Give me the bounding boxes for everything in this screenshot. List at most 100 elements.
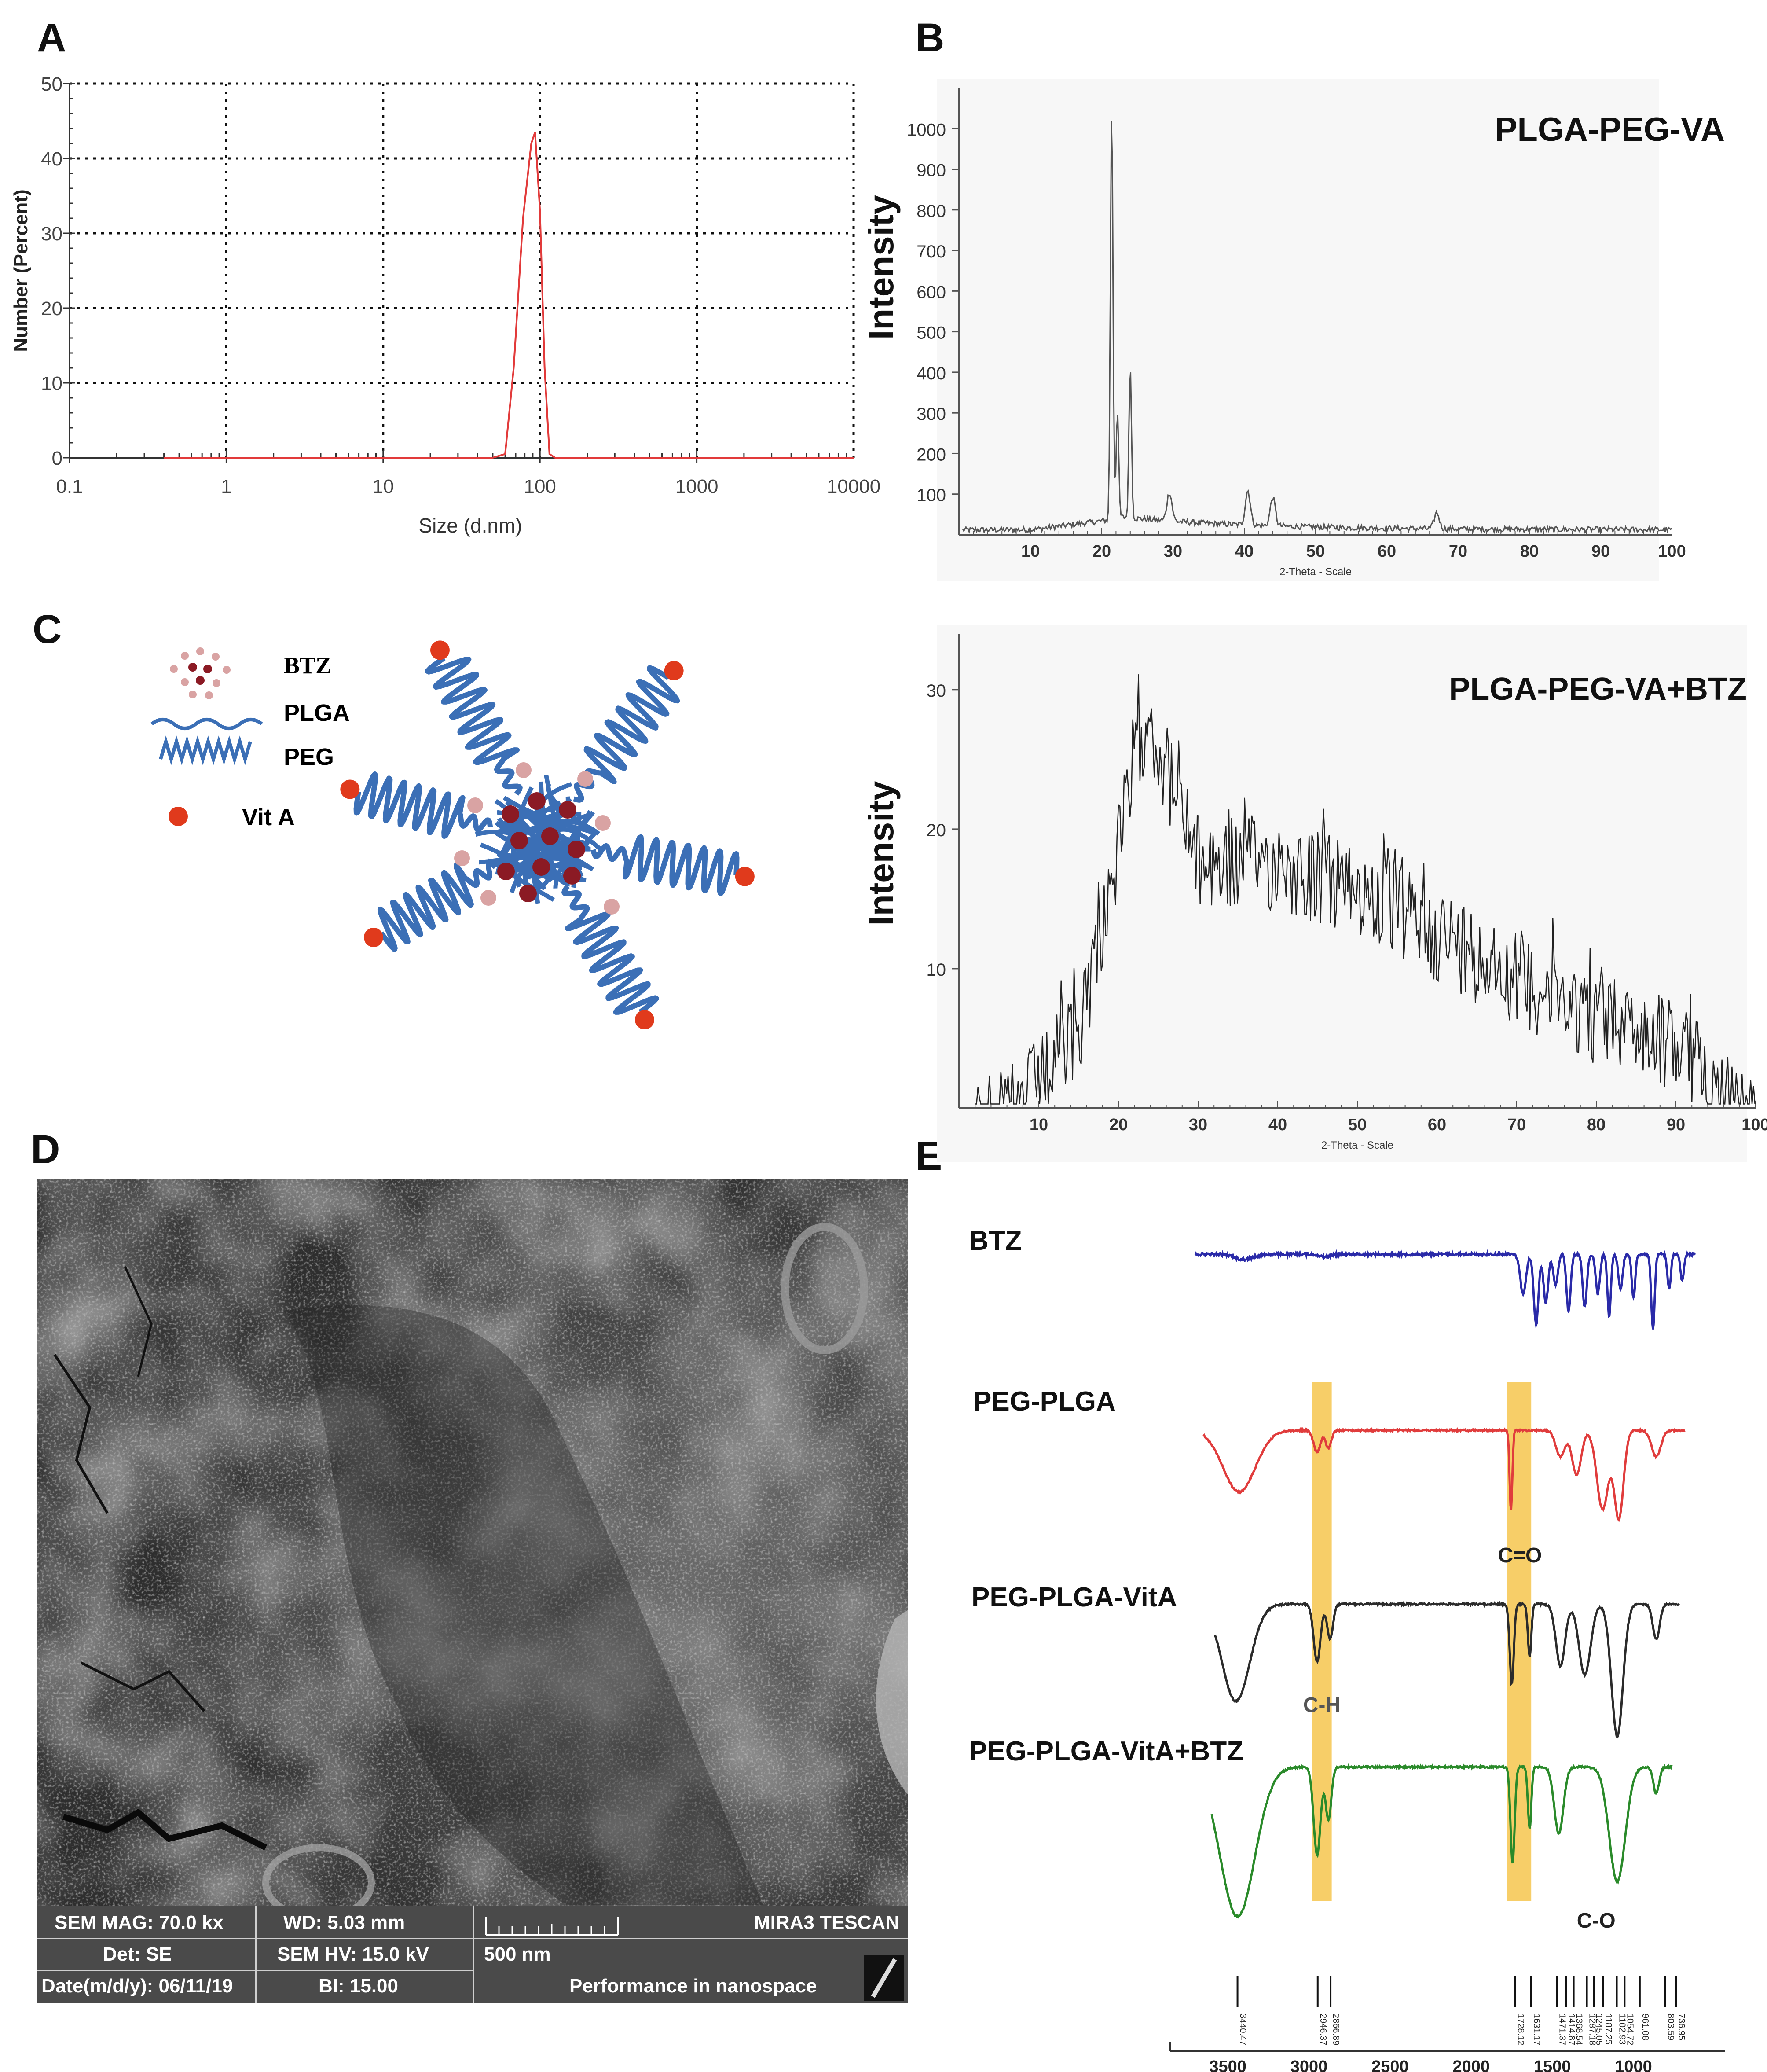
x-tick-label: 50 — [1306, 542, 1325, 561]
y-tick-label: 20 — [927, 821, 946, 840]
x-tick-label: 3500 — [1209, 2057, 1246, 2072]
sem-brand: MIRA3 TESCAN — [754, 1912, 900, 1933]
sem-mag: SEM MAG: 70.0 kx — [55, 1912, 224, 1933]
peg-plga-vita-spectrum — [1213, 1601, 1680, 1739]
peg-chain — [561, 885, 659, 1015]
x-tick-label: 10 — [372, 476, 394, 497]
peg-chain — [590, 834, 740, 896]
btz-particle — [497, 863, 515, 880]
x-tick-label: 100 — [1741, 1116, 1767, 1134]
y-tick-label: 10 — [927, 960, 946, 980]
vit-a-dot — [340, 779, 360, 799]
band-label: 1728.12 — [1516, 2013, 1525, 2045]
band-label: 1287.18 — [1587, 2013, 1597, 2045]
x-tick-label: 30 — [1189, 1116, 1207, 1134]
btz-particle — [532, 858, 550, 876]
sem-date: Date(m/d/y): 06/11/19 — [41, 1975, 233, 1997]
y-tick-label: 40 — [41, 148, 62, 170]
series-label: BTZ — [969, 1226, 1022, 1256]
x-tick-label: 3000 — [1290, 2057, 1328, 2072]
y-tick-label: 500 — [916, 323, 946, 343]
vit-a-dot — [635, 1010, 654, 1030]
y-tick-label: 1000 — [907, 120, 946, 140]
x-tick-label: 10000 — [827, 476, 880, 497]
xrd-top-paper — [937, 79, 1659, 581]
btz-particle — [502, 805, 519, 823]
x-tick-label: 60 — [1428, 1116, 1446, 1134]
y-tick-label: 700 — [916, 242, 946, 261]
panel-label-c: C — [33, 607, 62, 652]
x-tick-label: 90 — [1667, 1116, 1685, 1134]
x-tick-label: 40 — [1235, 542, 1254, 561]
series-line — [164, 132, 854, 459]
legend-vita-symbol — [169, 807, 188, 826]
x-tick-label: 60 — [1378, 542, 1396, 561]
vit-a-dot — [664, 661, 684, 680]
legend-btz-label: BTZ — [284, 652, 331, 679]
btz-particle — [604, 899, 620, 915]
nanoparticle-schematic: BTZ PLGA PEG Vit A — [150, 640, 755, 1030]
band-label: 1102.93 — [1617, 2013, 1627, 2045]
btz-particle — [454, 850, 470, 866]
btz-particle — [480, 890, 496, 906]
x-tick-label: 1500 — [1534, 2057, 1571, 2072]
y-axis-title: Intensity — [862, 195, 901, 340]
peg-chain — [425, 656, 523, 796]
legend-vita-label: Vit A — [242, 804, 295, 830]
y-tick-label: 900 — [916, 161, 946, 180]
legend-peg-symbol — [159, 735, 252, 765]
btz-particle — [467, 797, 483, 813]
band-label: 1187.25 — [1603, 2013, 1613, 2045]
sem-image — [37, 1179, 908, 1906]
x-tick-label: 100 — [1658, 542, 1686, 561]
vit-a-dot — [430, 640, 450, 660]
x-tick-label: 20 — [1092, 542, 1111, 561]
btz-particle — [519, 885, 537, 902]
band-label: 1245.05 — [1594, 2013, 1604, 2045]
chart-b-top: 100 200 300 400 500 600 700 800 900 1000 10 20 30 40 5… — [862, 79, 1725, 581]
tescan-logo — [864, 1955, 904, 2001]
x-tick-label: 30 — [1164, 542, 1182, 561]
x-tick-label: 1000 — [675, 476, 719, 497]
series-label: PEG-PLGA-VitA — [971, 1582, 1177, 1613]
x-tick-label: 10 — [1021, 542, 1040, 561]
legend-peg-label: PEG — [284, 744, 334, 770]
x-tick-label: 10 — [1030, 1116, 1048, 1134]
btz-particle — [595, 815, 611, 831]
nanoparticle — [340, 640, 755, 1030]
x-tick-label: 20 — [1109, 1116, 1128, 1134]
band-label: 2946.37 — [1318, 2013, 1328, 2045]
band-label: 803.59 — [1666, 2013, 1675, 2040]
sem-det: Det: SE — [103, 1943, 172, 1965]
x-tick-label: 1000 — [1615, 2057, 1652, 2072]
y-tick-label: 30 — [927, 681, 946, 701]
band-label: 3440.47 — [1238, 2013, 1248, 2045]
btz-spectrum — [1194, 1249, 1696, 1330]
y-tick-label: 0 — [52, 448, 62, 469]
xrd-pattern — [962, 121, 1672, 535]
x-tick-label: 2000 — [1452, 2057, 1490, 2072]
chart-title: PLGA-PEG-VA — [1495, 111, 1725, 148]
vit-a-dot — [735, 867, 755, 886]
highlight-band — [1312, 1382, 1332, 1901]
peg-chain — [377, 860, 497, 952]
sem-slogan: Performance in nanospace — [569, 1975, 817, 1997]
y-tick-label: 400 — [916, 364, 946, 383]
y-tick-label: 300 — [916, 404, 946, 424]
btz-particle — [510, 832, 528, 849]
band-label: 2866.89 — [1331, 2013, 1341, 2045]
legend-plga-symbol — [150, 718, 263, 730]
btz-particle — [563, 867, 581, 885]
legend-btz-symbol — [170, 647, 231, 699]
annotation-label: C=O — [1498, 1544, 1542, 1567]
y-tick-label: 800 — [916, 202, 946, 221]
x-tick-label: 80 — [1520, 542, 1539, 561]
xrd-pattern — [975, 674, 1756, 1105]
series-label: PEG-PLGA — [973, 1386, 1116, 1417]
sem-scale-bar — [485, 1917, 619, 1936]
chart-e: BTZ PEG-PLGA PEG-PLGA-VitA PEG-PLGA-VitA+BT… — [969, 1226, 1725, 2072]
legend-plga-label: PLGA — [284, 700, 350, 726]
band-label: 1414.87 — [1567, 2013, 1576, 2045]
btz-particle — [568, 841, 585, 858]
series-label: PEG-PLGA-VitA+BTZ — [969, 1736, 1243, 1767]
